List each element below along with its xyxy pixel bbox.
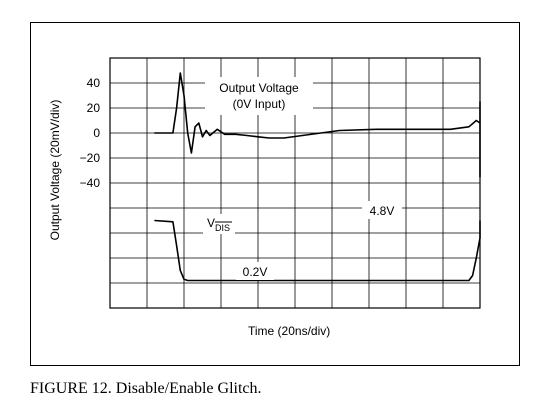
figure-caption: FIGURE 12. Disable/Enable Glitch. xyxy=(30,380,262,397)
vdis-label: V DIS xyxy=(203,214,235,234)
output-voltage-trace xyxy=(154,72,481,178)
y-axis-label: Output Voltage (20mV/div) xyxy=(48,99,62,241)
vdis-trace xyxy=(154,219,481,282)
low-level-label: 0.2V xyxy=(236,262,274,280)
label-backdrop xyxy=(236,262,274,280)
y-tick-label: 20 xyxy=(87,101,101,115)
high-level-label: 4.8V xyxy=(362,201,402,219)
high-level-text: 4.8V xyxy=(370,204,395,218)
figure-frame xyxy=(30,22,520,366)
y-tick-labels: 40 20 0 −20 −40 xyxy=(80,76,101,190)
y-axis-label-wrap: Output Voltage (20mV/div) xyxy=(40,40,70,300)
label-backdrop xyxy=(205,77,313,115)
y-tick-label: 0 xyxy=(93,126,100,140)
label-backdrop xyxy=(203,214,235,234)
vdis-main: V xyxy=(207,216,215,230)
output-title-line1: Output Voltage xyxy=(219,81,299,95)
y-tick-label: −20 xyxy=(80,151,101,165)
x-axis-label: Time (20ns/div) xyxy=(248,324,331,338)
output-title-line2: (0V Input) xyxy=(233,97,286,111)
grid-lines xyxy=(110,58,480,308)
low-level-text: 0.2V xyxy=(243,265,268,279)
vdis-sub: DIS xyxy=(215,223,230,233)
y-tick-label: −40 xyxy=(80,176,101,190)
y-tick-label: 40 xyxy=(87,76,101,90)
output-voltage-label: Output Voltage (0V Input) xyxy=(205,77,313,115)
label-backdrop xyxy=(362,201,402,219)
traces xyxy=(154,72,481,282)
